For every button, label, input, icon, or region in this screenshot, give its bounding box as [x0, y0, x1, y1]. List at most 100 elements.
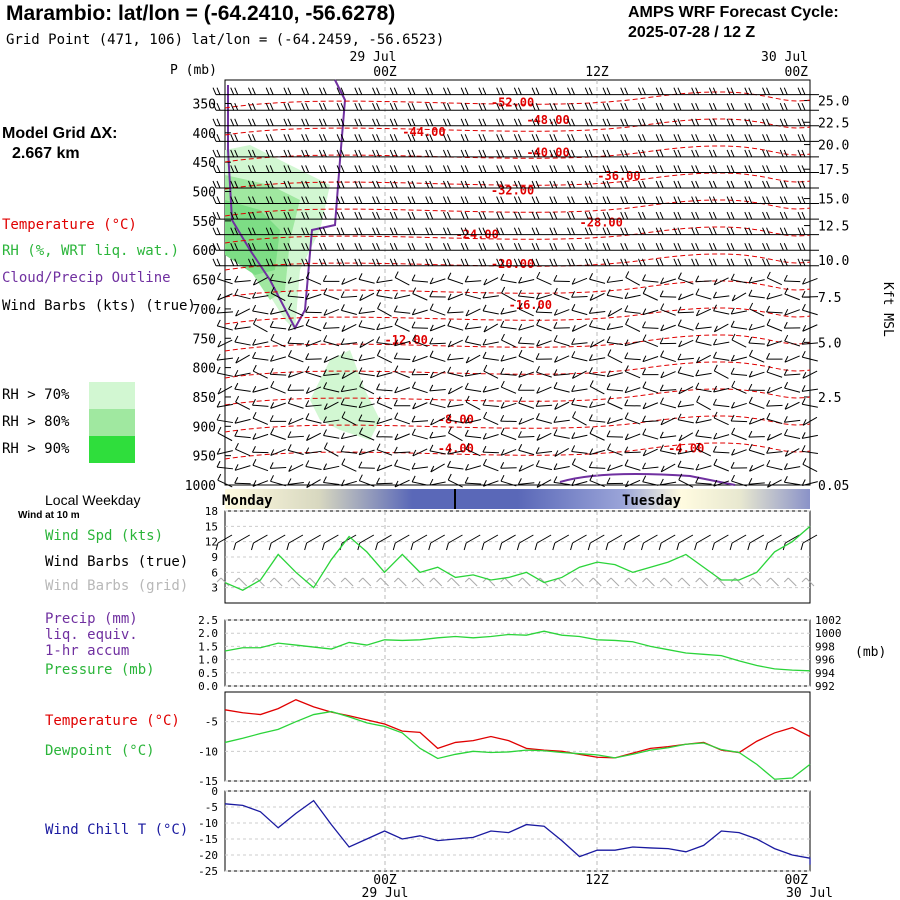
wind-barb-feather — [216, 149, 221, 158]
wind-barb-feather — [779, 243, 784, 251]
wind-barb-feather — [358, 118, 363, 126]
wind-barb-staff — [447, 293, 464, 301]
wind-barb-grid — [447, 577, 460, 587]
wind-barb-staff — [376, 418, 393, 425]
wind-barb — [301, 87, 323, 96]
wind-barb-feather — [429, 134, 434, 142]
wind-barb — [447, 386, 463, 395]
wind-barb-grid — [252, 577, 265, 587]
wind-barb-feather — [460, 196, 465, 204]
wind-barb-staff — [217, 325, 233, 331]
wind-barb — [567, 134, 589, 142]
wind-barb-feather — [496, 149, 501, 158]
wind-barb — [269, 320, 287, 330]
top-time-label: 00Z — [785, 65, 809, 80]
wind-barb-feather — [305, 87, 310, 95]
wind-barb-feather — [695, 429, 700, 437]
wind-barb-feather — [252, 433, 257, 440]
wind-barb-staff — [270, 339, 286, 348]
wind-barb-staff — [217, 403, 233, 408]
wind-barb-staff — [501, 386, 517, 394]
wind-barb-feather — [500, 427, 505, 435]
wind-barb — [588, 414, 606, 423]
wind-barb-staff — [235, 401, 251, 410]
wind-barb-feather — [447, 293, 452, 301]
wind-barb-feather — [802, 419, 807, 426]
wind-barb-feather — [513, 87, 518, 95]
wind-barb-feather — [217, 473, 222, 481]
wind-barb-feather — [606, 336, 611, 343]
wind-barb — [216, 353, 234, 361]
wind-barb-feather — [712, 243, 717, 251]
wind-barb-staff — [660, 296, 677, 298]
wind-barb — [531, 165, 554, 173]
wind-barb-staff — [394, 465, 411, 471]
wind-barb — [589, 380, 605, 395]
wind-barb-feather — [429, 103, 434, 111]
wind-barb-staff — [465, 372, 482, 377]
wind-barb-staff — [394, 277, 410, 286]
wind-barb — [377, 302, 392, 317]
wind-barb-feather — [354, 149, 359, 158]
wind-barb — [762, 103, 784, 111]
wind-barb-feather — [766, 399, 771, 407]
wind-barb — [478, 103, 500, 111]
wind-barb — [376, 477, 393, 485]
wind-barb-staff — [447, 466, 464, 470]
wind-barb-feather — [712, 103, 717, 111]
wind-barb-feather — [234, 417, 239, 424]
wind-barb-staff — [572, 324, 588, 332]
wind-barb — [359, 380, 375, 395]
wind-barb — [305, 366, 322, 378]
wind-barb — [783, 321, 801, 329]
wind-barb-staff — [518, 402, 535, 409]
wind-barb — [708, 103, 731, 111]
pressure-tick-label: 400 — [193, 127, 216, 142]
wind-barb — [620, 227, 642, 236]
wind-barb — [354, 227, 376, 236]
wind-barb — [584, 258, 607, 267]
wind-barb-feather — [797, 196, 802, 204]
wind-barb-feather — [513, 134, 518, 142]
wind-barb-feather — [212, 258, 217, 266]
wind-barb — [411, 415, 429, 423]
wind-barb — [460, 258, 483, 267]
wind-barb — [766, 386, 783, 394]
wind-barb — [429, 350, 446, 362]
wind-barb — [230, 243, 252, 251]
wind-barb-feather — [393, 305, 398, 312]
wind-barb — [584, 134, 607, 142]
wind-barb — [731, 448, 747, 456]
wind-barb-feather — [730, 273, 735, 281]
wind-barb-staff — [748, 436, 765, 438]
wind-barb-feather — [500, 149, 505, 158]
wind-barb — [762, 118, 784, 127]
wind-barb-feather — [464, 382, 469, 390]
wind-barb-feather — [660, 397, 664, 404]
wind-barb — [393, 446, 411, 454]
wind-barb — [606, 323, 623, 331]
wind-barb — [655, 196, 678, 205]
wind-barb-feather — [730, 401, 735, 409]
wind-barb-feather — [713, 338, 717, 346]
wind-barb — [252, 398, 269, 407]
wind-barb — [407, 227, 429, 236]
wind-barb — [318, 103, 341, 111]
wind-barb-feather — [677, 306, 682, 313]
wind-barb-staff — [731, 386, 747, 394]
wind-barb-feather — [322, 196, 327, 204]
wind-barb-feather — [531, 211, 536, 220]
wind-barb-feather — [708, 87, 713, 95]
wind-barb — [301, 258, 323, 267]
wind-barb — [673, 118, 695, 127]
wind-barb — [748, 323, 765, 331]
legend-rh90: RH > 90% — [2, 441, 70, 457]
wind-barb-staff — [802, 356, 818, 362]
wind-barb-feather — [673, 211, 678, 220]
wind-barb-staff — [465, 435, 482, 439]
wind-barb — [483, 411, 499, 426]
wind-barb-staff — [433, 577, 443, 587]
wind-barb — [230, 196, 252, 205]
wind-barb-feather — [358, 448, 363, 455]
wind-barb — [744, 134, 766, 142]
